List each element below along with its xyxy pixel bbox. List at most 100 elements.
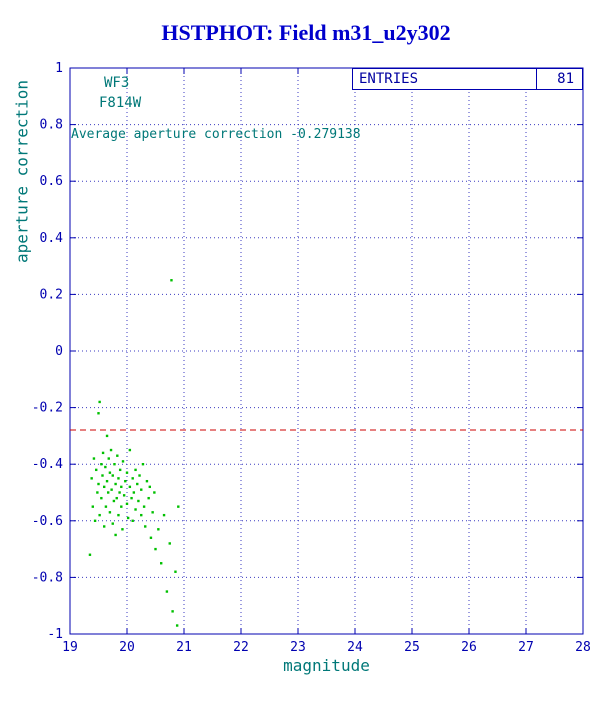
scatter-point xyxy=(97,412,100,415)
scatter-point xyxy=(132,491,136,494)
x-tick-label: 20 xyxy=(119,640,135,655)
scatter-point xyxy=(168,542,171,545)
scatter-point xyxy=(130,496,133,500)
entries-label: ENTRIES xyxy=(359,71,419,87)
scatter-point xyxy=(128,485,132,489)
average-correction-annotation: Average aperture correction -0.279138 xyxy=(71,127,361,142)
y-tick-label: -0.6 xyxy=(32,514,63,529)
scatter-point xyxy=(103,525,106,528)
scatter-point xyxy=(134,468,137,472)
scatter-point xyxy=(142,505,146,508)
scatter-point xyxy=(106,491,110,494)
entries-value: 81 xyxy=(536,69,582,89)
scatter-point xyxy=(140,513,143,517)
scatter-point xyxy=(120,505,123,508)
scatter-point xyxy=(165,590,169,593)
y-tick-label: -0.4 xyxy=(32,457,63,472)
scatter-point xyxy=(153,491,156,494)
scatter-point xyxy=(105,479,109,483)
scatter-point xyxy=(109,448,113,452)
y-tick-label: -1 xyxy=(47,627,63,642)
scatter-point xyxy=(175,624,179,627)
scatter-point xyxy=(177,505,180,508)
scatter-point xyxy=(162,513,166,517)
scatter-point xyxy=(113,463,116,466)
plot-frame xyxy=(69,67,584,635)
scatter-point xyxy=(114,533,117,537)
scatter-point xyxy=(98,513,101,517)
scatter-point xyxy=(107,457,110,460)
scatter-point xyxy=(98,400,101,404)
scatter-point xyxy=(93,519,97,522)
scatter-point xyxy=(118,491,121,494)
scatter-point xyxy=(148,485,151,489)
scatter-point xyxy=(90,477,93,480)
scatter-point xyxy=(144,525,147,528)
scatter-point xyxy=(124,479,127,483)
x-tick-label: 26 xyxy=(461,640,477,655)
scatter-point xyxy=(136,482,139,486)
x-tick-label: 22 xyxy=(233,640,249,655)
scatter-point xyxy=(92,457,96,460)
scatter-point xyxy=(111,522,114,525)
x-tick-label: 23 xyxy=(290,640,306,655)
scatter-point xyxy=(149,536,153,539)
entries-stats-box: ENTRIES 81 xyxy=(352,68,583,90)
scatter-point xyxy=(88,553,92,556)
scatter-point xyxy=(112,499,116,503)
x-axis-label: magnitude xyxy=(283,656,370,675)
scatter-point xyxy=(125,502,129,506)
scatter-point xyxy=(111,474,114,477)
x-tick-label: 25 xyxy=(404,640,420,655)
y-tick-label: 0.2 xyxy=(40,287,63,302)
y-tick-label: 0.4 xyxy=(40,231,64,246)
scatter-point xyxy=(151,511,154,514)
scatter-point xyxy=(145,479,149,483)
scatter-point xyxy=(121,460,125,463)
y-tick-label: -0.2 xyxy=(32,401,63,416)
scatter-point xyxy=(114,482,117,486)
scatter-point xyxy=(117,477,120,480)
y-tick-label: 0.8 xyxy=(40,118,63,133)
y-tick-label: 0.6 xyxy=(40,174,63,189)
scatter-point xyxy=(103,485,106,489)
scatter-point xyxy=(117,513,120,517)
scatter-point xyxy=(126,516,130,520)
y-tick-label: 1 xyxy=(55,61,63,76)
scatter-point xyxy=(95,468,98,472)
scatter-point xyxy=(104,465,107,469)
x-tick-label: 19 xyxy=(62,640,78,655)
x-tick-label: 21 xyxy=(176,640,192,655)
scatter-point xyxy=(97,482,100,486)
y-axis-label: aperture correction xyxy=(12,79,32,264)
scatter-point xyxy=(125,471,129,474)
scatter-point xyxy=(160,562,163,565)
scatter-point xyxy=(115,496,118,500)
scatter-point xyxy=(120,485,123,489)
scatter-point xyxy=(137,499,140,503)
scatter-point xyxy=(131,519,134,522)
scatter-point xyxy=(121,528,124,531)
scatter-point xyxy=(171,610,174,613)
scatter-point xyxy=(140,488,143,491)
scatter-point xyxy=(110,488,113,491)
scatter-point xyxy=(131,477,134,480)
scatter-point xyxy=(147,496,150,500)
x-tick-label: 28 xyxy=(575,640,591,655)
scatter-point xyxy=(101,451,105,455)
scatter-point xyxy=(157,528,160,531)
y-tick-label: 0 xyxy=(55,344,63,359)
scatter-point xyxy=(116,454,119,457)
scatter-point xyxy=(122,494,126,497)
scatter-point xyxy=(104,505,108,508)
scatter-point xyxy=(100,463,103,466)
scatter-point xyxy=(170,279,173,282)
filter-label: F814W xyxy=(99,95,142,111)
scatter-point xyxy=(108,511,112,514)
scatter-point xyxy=(138,474,141,477)
scatter-point xyxy=(118,468,122,472)
y-tick-label: -0.8 xyxy=(32,570,63,585)
scatter-point xyxy=(141,463,145,466)
scatter-point xyxy=(96,491,99,494)
